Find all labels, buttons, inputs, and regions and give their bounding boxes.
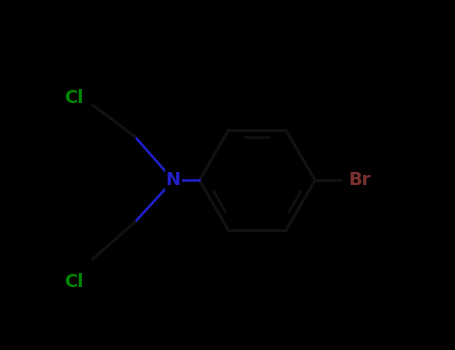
Text: N: N [166, 171, 181, 189]
Text: Cl: Cl [65, 273, 84, 291]
Text: Br: Br [348, 171, 371, 189]
Text: Cl: Cl [65, 89, 84, 107]
